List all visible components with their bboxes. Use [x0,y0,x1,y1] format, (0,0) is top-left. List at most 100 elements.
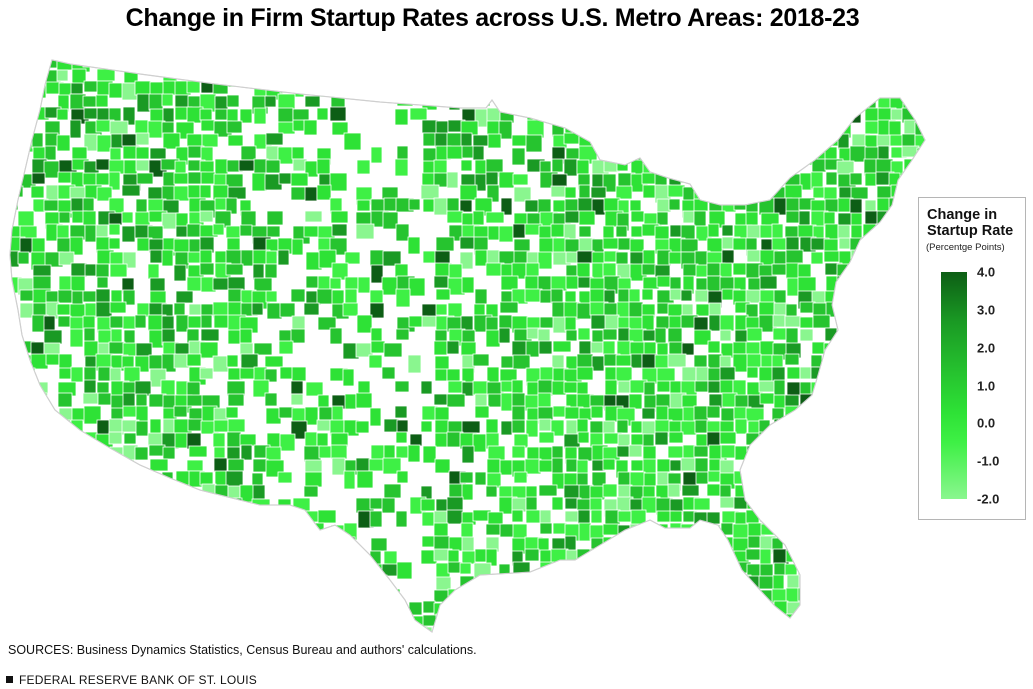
metro-area-region [227,186,247,200]
metro-area-region [264,355,284,368]
metro-area-region [199,210,214,223]
metro-area-region [511,509,524,523]
metro-area-region [915,615,925,632]
metro-area-region [45,524,60,543]
metro-area-region [524,94,541,113]
metro-area-region [850,302,864,320]
metro-area-region [565,458,578,473]
metro-area-region [682,549,702,563]
metro-area-region [317,316,337,331]
metro-area-region [772,614,787,630]
metro-area-region [901,497,917,515]
metro-area-region [43,535,57,550]
metro-area-region [344,626,363,632]
metro-area-region [668,589,686,608]
metro-area-region [875,511,892,531]
metro-area-region [537,406,554,421]
metro-area-region [641,93,655,107]
metro-area-region [108,237,121,250]
metro-area-region [901,133,916,148]
metro-area-region [812,445,827,465]
metro-area-region [850,470,865,484]
metro-area-region [617,600,635,616]
metro-area-region [825,120,838,138]
metro-area-region [603,67,619,85]
metro-area-region [526,602,544,619]
metro-area-region [747,459,764,473]
metro-area-region [526,574,544,594]
legend-subtitle: (Percentge Points) [926,242,1005,253]
metro-area-region [43,483,59,502]
metro-area-region [461,60,479,69]
metro-area-region [57,289,73,304]
metro-area-region [799,316,814,329]
metro-area-region [213,549,226,569]
metro-area-region [10,445,19,463]
metro-area-region [838,405,858,423]
metro-area-region [96,186,113,202]
metro-area-region [851,407,871,425]
metro-area-region [355,223,375,240]
metro-area-region [812,134,827,153]
metro-area-region [57,457,75,472]
metro-area-region [797,471,813,490]
metro-area-region [459,626,477,632]
metro-area-region [212,60,227,70]
metro-area-region [252,535,266,549]
metro-area-region [82,60,102,68]
metro-area-region [862,275,880,295]
metro-area-region [70,82,84,95]
metro-area-region [279,563,293,578]
metro-area-region [108,223,121,236]
metro-area-region [824,81,842,95]
metro-area-region [681,576,699,595]
metro-area-region [615,119,631,133]
metro-area-region [485,485,498,498]
metro-area-region [69,328,84,348]
metro-area-region [695,587,711,603]
metro-area-region [862,60,880,76]
metro-area-region [851,288,868,304]
metro-area-region [602,536,622,549]
metro-area-region [175,627,192,632]
metro-area-region [590,589,603,606]
metro-area-region [550,548,569,568]
metro-area-region [344,393,357,410]
metro-area-region [669,94,688,107]
metro-area-region [122,315,137,330]
metro-area-region [212,80,229,95]
metro-area-region [681,160,695,173]
legend-color-bar [941,272,967,499]
metro-area-region [642,601,655,615]
metro-area-region [396,145,409,161]
metro-area-region [83,561,96,577]
metro-area-region [201,483,217,497]
metro-area-region [810,485,828,500]
metro-area-region [513,186,532,203]
metro-area-region [850,510,870,525]
metro-area-region [304,186,318,202]
metro-area-region [771,68,791,83]
metro-area-region [382,588,401,603]
metro-area-region [213,314,229,329]
metro-area-region [849,497,862,512]
metro-area-region [784,510,798,525]
metro-area-region [109,602,123,617]
metro-area-region [10,340,20,353]
metro-area-region [890,381,903,396]
metro-area-region [617,60,637,72]
metro-area-region [409,82,424,95]
metro-area-region [227,69,243,88]
metro-area-region [681,132,695,147]
metro-area-region [264,368,278,383]
metro-area-region [732,614,747,628]
metro-area-region [836,301,852,318]
legend-tick-label: 0.0 [977,415,996,431]
metro-area-region [278,340,294,355]
metro-area-region [96,471,112,484]
metro-area-region [58,433,77,450]
metro-area-region [811,341,826,355]
metro-area-region [201,496,217,516]
metro-area-region [785,458,802,476]
metro-area-region [811,562,825,577]
